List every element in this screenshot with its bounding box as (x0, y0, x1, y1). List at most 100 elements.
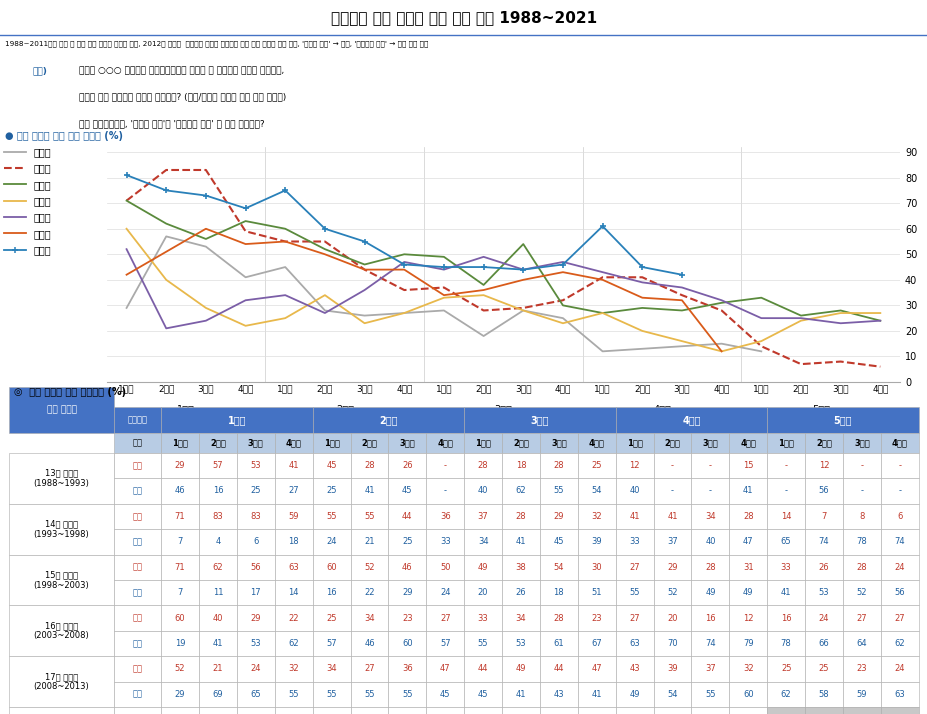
Text: 55: 55 (288, 690, 298, 699)
Bar (729, 503, 767, 529)
Text: 20: 20 (667, 613, 677, 623)
Text: 49: 49 (743, 588, 753, 597)
Bar (615, 433, 653, 453)
Bar (653, 433, 691, 453)
Bar (502, 605, 540, 630)
Bar (767, 580, 805, 605)
Text: 긍정: 긍정 (133, 512, 143, 521)
Bar (161, 407, 312, 433)
Text: 21: 21 (212, 665, 223, 673)
Bar (236, 630, 274, 656)
Text: 78: 78 (856, 538, 867, 546)
Text: 24: 24 (250, 665, 260, 673)
Text: 41: 41 (780, 588, 791, 597)
Bar (691, 656, 729, 682)
Text: 28: 28 (743, 512, 753, 521)
Bar (502, 529, 540, 555)
Bar (691, 555, 729, 580)
Bar (312, 503, 350, 529)
Bar (805, 529, 842, 555)
Text: 49: 49 (515, 665, 526, 673)
Bar (729, 580, 767, 605)
Text: 23: 23 (590, 613, 602, 623)
Text: 37: 37 (705, 665, 715, 673)
Bar (540, 478, 578, 503)
Bar (880, 682, 918, 707)
Bar (729, 453, 767, 478)
Text: 41: 41 (743, 486, 753, 496)
Text: 60: 60 (326, 563, 337, 572)
Bar (161, 453, 198, 478)
Bar (236, 682, 274, 707)
Text: 64: 64 (856, 639, 866, 648)
Bar (9, 555, 114, 605)
Text: 57: 57 (326, 639, 337, 648)
Bar (388, 707, 425, 714)
Bar (312, 682, 350, 707)
Text: 34: 34 (326, 665, 337, 673)
Text: 52: 52 (363, 563, 375, 572)
Bar (691, 580, 729, 605)
Text: 63: 63 (894, 690, 904, 699)
Bar (615, 682, 653, 707)
Bar (9, 656, 114, 707)
Text: 11: 11 (212, 588, 223, 597)
Bar (114, 656, 161, 682)
Text: 25: 25 (818, 665, 829, 673)
Text: 12: 12 (629, 461, 640, 470)
Bar (805, 656, 842, 682)
Text: 28: 28 (553, 461, 564, 470)
Bar (114, 529, 161, 555)
Bar (312, 605, 350, 630)
Text: 53: 53 (250, 639, 260, 648)
Text: 3분기: 3분기 (551, 438, 566, 447)
Text: 63: 63 (629, 639, 640, 648)
Text: 25: 25 (250, 486, 260, 496)
Text: 16: 16 (212, 486, 223, 496)
Text: 25: 25 (326, 613, 337, 623)
Text: 32: 32 (590, 512, 602, 521)
Bar (425, 580, 464, 605)
Text: 74: 74 (894, 538, 904, 546)
Bar (729, 656, 767, 682)
Text: 26: 26 (401, 461, 413, 470)
Text: 57: 57 (212, 461, 223, 470)
Text: 7: 7 (177, 588, 183, 597)
Text: 65: 65 (780, 538, 791, 546)
Text: 긍정: 긍정 (133, 665, 143, 673)
Bar (350, 529, 388, 555)
Text: 65: 65 (250, 690, 260, 699)
Bar (578, 529, 615, 555)
Text: 15대 김대중
(1998~2003): 15대 김대중 (1998~2003) (33, 570, 89, 590)
Bar (653, 605, 691, 630)
Text: 27: 27 (894, 613, 904, 623)
Bar (767, 682, 805, 707)
Text: 4년차: 4년차 (653, 403, 670, 413)
Bar (161, 656, 198, 682)
Text: 40: 40 (477, 486, 488, 496)
Text: 55: 55 (629, 588, 640, 597)
Text: -: - (784, 486, 787, 496)
Bar (653, 478, 691, 503)
Text: 39: 39 (667, 665, 677, 673)
Bar (161, 707, 198, 714)
Bar (578, 555, 615, 580)
Bar (767, 555, 805, 580)
Text: 45: 45 (439, 690, 450, 699)
Bar (578, 707, 615, 714)
Text: 질문): 질문) (32, 66, 47, 76)
Bar (388, 656, 425, 682)
Text: 26: 26 (818, 563, 829, 572)
Bar (464, 478, 502, 503)
Text: 1년차: 1년차 (227, 415, 246, 425)
Bar (114, 503, 161, 529)
Text: 41: 41 (629, 512, 640, 521)
Bar (615, 707, 653, 714)
Bar (578, 656, 615, 682)
Bar (502, 630, 540, 656)
Bar (653, 503, 691, 529)
Bar (425, 656, 464, 682)
Bar (880, 453, 918, 478)
Text: 70: 70 (667, 639, 677, 648)
Text: 한국갤럽 역대 대통령 직무 수행 평가 1988~2021: 한국갤럽 역대 대통령 직무 수행 평가 1988~2021 (331, 10, 596, 25)
